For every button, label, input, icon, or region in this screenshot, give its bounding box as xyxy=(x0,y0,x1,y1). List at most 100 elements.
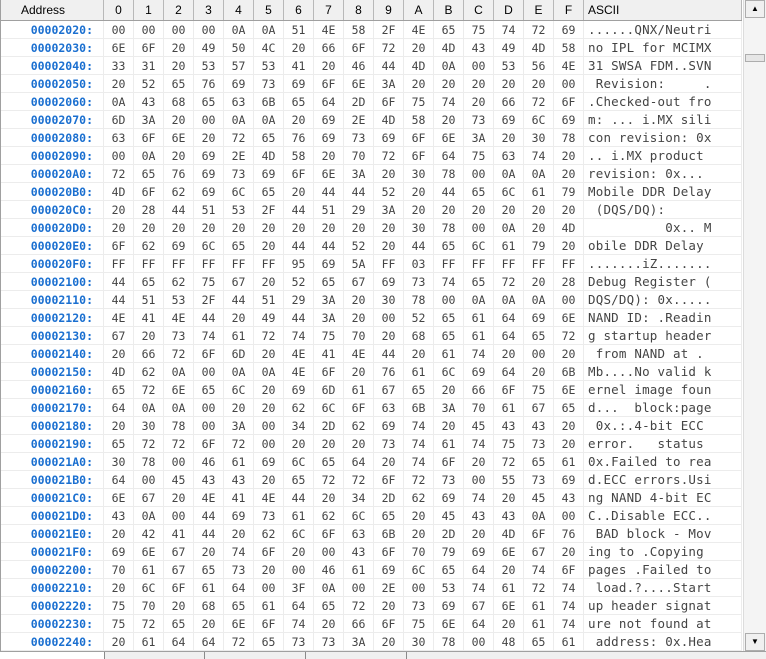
hex-byte-cell[interactable]: 67 xyxy=(524,399,554,416)
hex-byte-cell[interactable]: 00 xyxy=(464,57,494,74)
hex-byte-cell[interactable]: 4D xyxy=(104,363,134,380)
ascii-cell[interactable]: ......QNX/Neutri xyxy=(584,21,742,38)
ascii-cell[interactable]: Mobile DDR Delay xyxy=(584,183,742,200)
hex-byte-cell[interactable]: 74 xyxy=(284,615,314,632)
hex-byte-cell[interactable]: 20 xyxy=(254,381,284,398)
hex-byte-cell[interactable]: 20 xyxy=(164,147,194,164)
hex-byte-cell[interactable]: 20 xyxy=(194,219,224,236)
ascii-cell[interactable]: .. i.MX product xyxy=(584,147,742,164)
hex-byte-cell[interactable]: 4D xyxy=(494,525,524,542)
byte-column-header[interactable]: B xyxy=(434,0,464,20)
hex-byte-cell[interactable]: 00 xyxy=(254,435,284,452)
hex-byte-cell[interactable]: 6F xyxy=(284,165,314,182)
hex-byte-cell[interactable]: 20 xyxy=(554,543,584,560)
hex-byte-cell[interactable]: 20 xyxy=(194,543,224,560)
hex-byte-cell[interactable]: 68 xyxy=(404,327,434,344)
hex-byte-cell[interactable]: 3A xyxy=(374,201,404,218)
hex-byte-cell[interactable]: 20 xyxy=(344,309,374,326)
hex-byte-cell[interactable]: 3A xyxy=(374,75,404,92)
hex-byte-cell[interactable]: 73 xyxy=(164,327,194,344)
hex-byte-cell[interactable]: 49 xyxy=(494,39,524,56)
ascii-cell[interactable]: obile DDR Delay xyxy=(584,237,742,254)
hex-byte-cell[interactable]: 00 xyxy=(554,507,584,524)
hex-byte-cell[interactable]: 72 xyxy=(164,345,194,362)
hex-byte-cell[interactable]: 65 xyxy=(434,21,464,38)
hex-byte-cell[interactable]: 28 xyxy=(554,273,584,290)
hex-byte-cell[interactable]: 64 xyxy=(494,363,524,380)
hex-byte-cell[interactable]: 44 xyxy=(164,201,194,218)
hex-byte-cell[interactable]: 20 xyxy=(344,219,374,236)
hex-byte-cell[interactable]: 79 xyxy=(434,543,464,560)
hex-byte-cell[interactable]: 6E xyxy=(134,543,164,560)
hex-byte-cell[interactable]: 34 xyxy=(284,417,314,434)
hex-byte-cell[interactable]: 69 xyxy=(374,129,404,146)
hex-byte-cell[interactable]: 6C xyxy=(464,237,494,254)
hex-byte-cell[interactable]: 73 xyxy=(434,471,464,488)
hex-byte-cell[interactable]: 67 xyxy=(164,543,194,560)
hex-byte-cell[interactable]: 20 xyxy=(164,57,194,74)
hex-byte-cell[interactable]: 0A xyxy=(164,363,194,380)
hex-byte-cell[interactable]: 20 xyxy=(164,489,194,506)
hex-byte-cell[interactable]: 64 xyxy=(104,399,134,416)
hex-byte-cell[interactable]: 20 xyxy=(374,597,404,614)
tab-4[interactable] xyxy=(306,652,407,659)
hex-byte-cell[interactable]: 6E xyxy=(104,39,134,56)
tab-1[interactable] xyxy=(0,652,105,659)
hex-byte-cell[interactable]: 20 xyxy=(344,363,374,380)
hex-byte-cell[interactable]: 69 xyxy=(254,453,284,470)
hex-byte-cell[interactable]: 20 xyxy=(464,201,494,218)
hex-byte-cell[interactable]: FF xyxy=(104,255,134,272)
hex-byte-cell[interactable]: 00 xyxy=(254,417,284,434)
hex-byte-cell[interactable]: 6F xyxy=(524,525,554,542)
hex-byte-cell[interactable]: 30 xyxy=(104,453,134,470)
byte-column-header[interactable]: 9 xyxy=(374,0,404,20)
hex-byte-cell[interactable]: 30 xyxy=(404,219,434,236)
hex-byte-cell[interactable]: 4E xyxy=(314,21,344,38)
hex-byte-cell[interactable]: 62 xyxy=(404,489,434,506)
byte-column-header[interactable]: 5 xyxy=(254,0,284,20)
hex-byte-cell[interactable]: 44 xyxy=(284,489,314,506)
hex-byte-cell[interactable]: 65 xyxy=(224,597,254,614)
hex-byte-cell[interactable]: 6E xyxy=(434,129,464,146)
hex-byte-cell[interactable]: 20 xyxy=(524,75,554,92)
hex-byte-cell[interactable]: 00 xyxy=(164,453,194,470)
hex-byte-cell[interactable]: 20 xyxy=(224,399,254,416)
ascii-cell[interactable]: up header signat xyxy=(584,597,742,614)
hex-byte-cell[interactable]: 0A xyxy=(524,165,554,182)
hex-byte-cell[interactable]: 78 xyxy=(434,165,464,182)
hex-byte-cell[interactable]: 20 xyxy=(404,75,434,92)
hex-byte-cell[interactable]: 73 xyxy=(254,507,284,524)
hex-byte-cell[interactable]: 64 xyxy=(314,93,344,110)
hex-byte-cell[interactable]: 73 xyxy=(404,597,434,614)
hex-byte-cell[interactable]: 74 xyxy=(554,579,584,596)
hex-byte-cell[interactable]: 64 xyxy=(194,633,224,650)
hex-byte-cell[interactable]: 6C xyxy=(314,399,344,416)
hex-byte-cell[interactable]: 95 xyxy=(284,255,314,272)
hex-byte-cell[interactable]: 20 xyxy=(554,201,584,218)
ascii-cell[interactable]: Mb....No valid k xyxy=(584,363,742,380)
hex-byte-cell[interactable]: 20 xyxy=(104,579,134,596)
hex-byte-cell[interactable]: 53 xyxy=(194,57,224,74)
ascii-cell[interactable]: C..Disable ECC.. xyxy=(584,507,742,524)
hex-byte-cell[interactable]: 20 xyxy=(524,219,554,236)
hex-byte-cell[interactable]: 4E xyxy=(284,363,314,380)
hex-byte-cell[interactable]: 43 xyxy=(344,543,374,560)
hex-byte-cell[interactable]: 65 xyxy=(434,327,464,344)
hex-byte-cell[interactable]: 44 xyxy=(194,507,224,524)
hex-byte-cell[interactable]: 6F xyxy=(194,345,224,362)
hex-byte-cell[interactable]: 6F xyxy=(374,471,404,488)
hex-byte-cell[interactable]: 20 xyxy=(404,39,434,56)
hex-byte-cell[interactable]: 53 xyxy=(164,291,194,308)
hex-byte-cell[interactable]: 61 xyxy=(464,309,494,326)
hex-byte-cell[interactable]: 73 xyxy=(524,471,554,488)
hex-byte-cell[interactable]: 64 xyxy=(494,327,524,344)
hex-byte-cell[interactable]: 45 xyxy=(164,471,194,488)
hex-byte-cell[interactable]: 00 xyxy=(554,291,584,308)
hex-byte-cell[interactable]: 53 xyxy=(434,579,464,596)
hex-byte-cell[interactable]: 6D xyxy=(314,381,344,398)
hex-byte-cell[interactable]: 00 xyxy=(164,507,194,524)
hex-byte-cell[interactable]: 44 xyxy=(104,273,134,290)
hex-byte-cell[interactable]: 76 xyxy=(554,525,584,542)
hex-byte-cell[interactable]: 3A xyxy=(344,165,374,182)
hex-byte-cell[interactable]: 61 xyxy=(224,327,254,344)
